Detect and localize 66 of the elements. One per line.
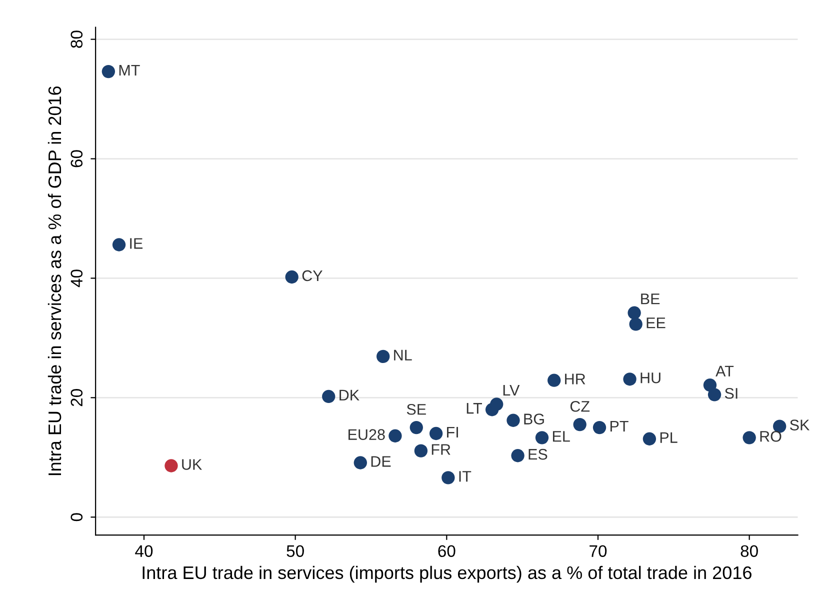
point bbox=[592, 420, 606, 434]
annotation: RO bbox=[760, 430, 782, 442]
point bbox=[642, 432, 656, 446]
x-tick-label: 50 bbox=[286, 545, 304, 558]
annotation: HR bbox=[565, 374, 586, 384]
annotation: LT bbox=[466, 403, 482, 414]
annotation: SI bbox=[724, 388, 738, 399]
annotation: BE bbox=[641, 294, 660, 304]
annotation: UK bbox=[182, 459, 202, 470]
point bbox=[285, 270, 298, 284]
annotation: DE bbox=[371, 456, 391, 467]
x-tick-label: 60 bbox=[438, 545, 456, 558]
annotation: FR bbox=[432, 444, 450, 455]
y-tick-label: 40 bbox=[70, 270, 83, 288]
annotation: IT bbox=[459, 471, 472, 482]
point bbox=[376, 350, 390, 364]
point bbox=[102, 64, 116, 78]
annotation: PT bbox=[610, 420, 628, 432]
annotation: EU28 bbox=[348, 429, 385, 440]
point bbox=[573, 418, 586, 432]
annotation: ES bbox=[528, 448, 548, 460]
x-tick-label: 40 bbox=[135, 545, 153, 558]
y-tick-label: 60 bbox=[70, 150, 83, 168]
annotation: EE bbox=[646, 318, 666, 328]
annotation: EL bbox=[552, 431, 570, 442]
y-tick-label: 80 bbox=[70, 30, 83, 48]
annotation: PL bbox=[660, 432, 678, 443]
annotation: HU bbox=[640, 372, 660, 384]
point bbox=[410, 420, 423, 434]
point bbox=[506, 414, 520, 427]
y-tick-label: 0 bbox=[70, 513, 83, 522]
point bbox=[629, 318, 642, 331]
y-tick-label: 20 bbox=[70, 389, 83, 406]
point bbox=[112, 238, 126, 252]
point bbox=[388, 429, 402, 442]
point bbox=[164, 459, 178, 472]
annotation: AT bbox=[716, 366, 734, 376]
annotation: SE bbox=[406, 404, 426, 415]
annotation: SK bbox=[790, 420, 810, 430]
annotation: CY bbox=[302, 270, 322, 282]
x-tick-label: 70 bbox=[590, 545, 607, 558]
point bbox=[429, 426, 443, 440]
point bbox=[773, 420, 786, 433]
annotation: FI bbox=[447, 426, 458, 438]
point bbox=[548, 374, 561, 387]
x-tick-label: 80 bbox=[740, 545, 758, 558]
point bbox=[535, 431, 549, 444]
annotation: IE bbox=[130, 238, 143, 249]
annotation: NL bbox=[394, 350, 412, 360]
point bbox=[511, 449, 524, 462]
point bbox=[490, 398, 504, 411]
annotation: DK bbox=[340, 390, 360, 400]
point bbox=[742, 431, 756, 444]
annotation: LV bbox=[503, 385, 520, 396]
point bbox=[354, 456, 367, 470]
annotation: CZ bbox=[570, 400, 590, 412]
annotation: MT bbox=[119, 65, 140, 76]
point bbox=[708, 388, 722, 402]
y-axis-title: Intra EU trade in services as a % of GDP in 2016 bbox=[48, 86, 62, 476]
point bbox=[628, 306, 641, 320]
x-axis-title: Intra EU trade in services (imports plus exports) as a % of total trade in 2016 bbox=[142, 566, 752, 583]
point bbox=[442, 471, 455, 484]
point bbox=[623, 372, 636, 386]
point bbox=[322, 390, 336, 404]
annotation: BG bbox=[524, 414, 544, 424]
point bbox=[414, 444, 428, 458]
